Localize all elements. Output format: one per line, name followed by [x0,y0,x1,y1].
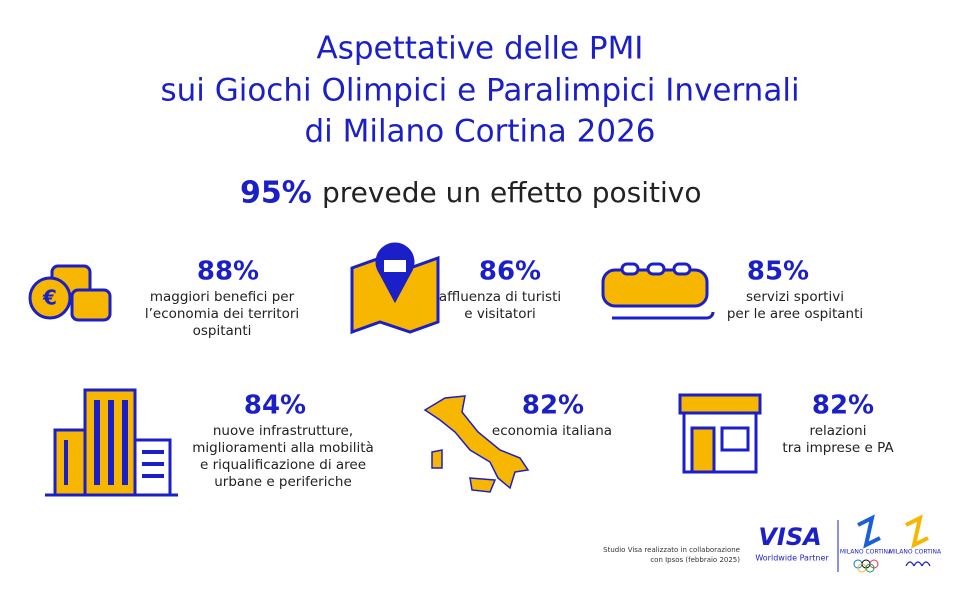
shop-icon [678,393,762,474]
footer-note: con Ipsos (febbraio 2025) [650,556,740,564]
headline-text: prevede un effetto positivo [322,176,701,209]
title-line: Aspettative delle PMI [317,31,644,67]
item-text: miglioramenti alla mobilità [192,440,374,456]
item-value: 82% [522,391,584,421]
italy-icon [423,395,530,493]
svg-text:€: € [42,286,57,310]
item-value: 84% [244,391,306,421]
item-text: ospitanti [193,323,252,339]
olympic-logo: MILANO CORTINA [840,514,893,573]
item-value: 82% [812,391,874,421]
item-text: relazioni [810,423,867,439]
visa-brand: VISA [758,523,821,551]
item-text: urbane e periferiche [214,474,352,490]
item-text: tra imprese e PA [782,440,894,456]
item-text: maggiori benefici per [150,289,295,305]
title-line: sui Giochi Olimpici e Paralimpici Invern… [160,73,799,109]
item-text: affluenza di turisti [439,289,561,305]
item-text: e visitatori [464,306,536,322]
logo-text: MILANO CORTINA [840,549,893,556]
bobsleigh-icon [601,262,715,320]
item-text: per le aree ospitanti [727,306,863,322]
headline-value: 95% [240,176,312,211]
item-text: l’economia dei territori [145,306,299,322]
item-text: servizi sportivi [746,289,844,305]
paralympic-logo: MILANO CORTINA [889,514,942,567]
coins-icon: € [28,264,112,322]
item-text: economia italiana [492,423,612,439]
title-line: di Milano Cortina 2026 [304,114,655,150]
item-value: 86% [479,257,541,287]
buildings-icon [45,388,178,497]
map-icon [350,242,440,335]
footer-note: Studio Visa realizzato in collaborazione [603,546,740,554]
item-value: 88% [197,257,259,287]
visa-partner: Worldwide Partner [755,554,829,563]
item-text: e riqualificazione di aree [200,457,366,473]
logo-text: MILANO CORTINA [889,549,942,556]
item-value: 85% [747,257,809,287]
item-text: nuove infrastrutture, [213,423,353,439]
